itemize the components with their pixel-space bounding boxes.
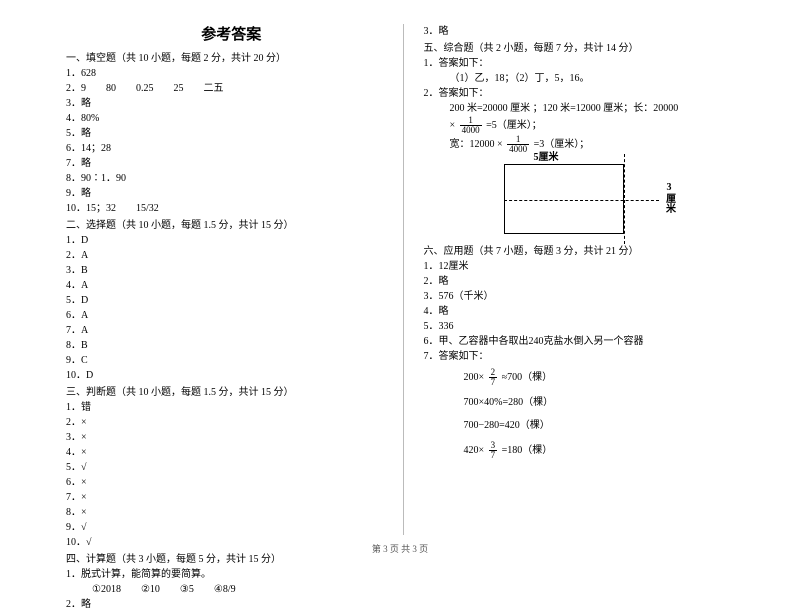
fraction-icon: 2 7 <box>489 368 498 387</box>
eq-text: × <box>450 120 456 131</box>
frac-den: 4000 <box>507 145 529 154</box>
s6-i4: 4．略 <box>424 304 755 319</box>
eq-text: =5（厘米）； <box>486 120 542 131</box>
s5-i2: 2．答案如下： <box>424 86 755 101</box>
doc-title: 参考答案 <box>66 24 397 47</box>
s5-i2a: 200 米=20000 厘米 ；120 米=12000 厘米；长：20000 <box>424 101 755 116</box>
dashed-vertical <box>624 154 625 244</box>
eq-text: =3（厘米）； <box>534 139 590 150</box>
page: 参考答案 一、填空题（共 10 小题，每题 2 分，共计 20 分） 1．628… <box>0 0 800 565</box>
s2-i6: 6．A <box>66 308 397 323</box>
eq-text: 200× <box>464 372 485 383</box>
s1-i7: 7．略 <box>66 156 397 171</box>
s3-i8: 8．× <box>66 505 397 520</box>
s1-i3: 3．略 <box>66 96 397 111</box>
s2-i9: 9．C <box>66 353 397 368</box>
s6-eq3: 700−280=420（棵） <box>424 418 755 433</box>
s5-eq2: 宽：12000 × 1 4000 =3（厘米）； <box>424 135 755 154</box>
s1-i6: 6．14；28 <box>66 141 397 156</box>
section-1-head: 一、填空题（共 10 小题，每题 2 分，共计 20 分） <box>66 51 397 66</box>
s3-i4: 4．× <box>66 445 397 460</box>
section-3-head: 三、判断题（共 10 小题，每题 1.5 分，共计 15 分） <box>66 385 397 400</box>
s4-i3: 3．略 <box>424 24 755 39</box>
section-6-head: 六、应用题（共 7 小题，每题 3 分，共计 21 分） <box>424 244 755 259</box>
fraction-icon: 1 4000 <box>507 135 529 154</box>
s1-i2: 2．9 80 0.25 25 二五 <box>66 81 397 96</box>
s4-i1b: ①2018 ②10 ③5 ④8/9 <box>66 582 397 597</box>
eq-text: 宽：12000 × <box>450 139 503 150</box>
s5-i1a: （1）乙，18；（2）丁，5，16。 <box>424 71 755 86</box>
eq-text: ≈700（棵） <box>502 372 553 383</box>
s5-eq1: × 1 4000 =5（厘米）； <box>424 116 755 135</box>
s6-i7: 7．答案如下： <box>424 349 755 364</box>
s6-i1: 1．12厘米 <box>424 259 755 274</box>
s1-i9: 9．略 <box>66 186 397 201</box>
s3-i9: 9．√ <box>66 520 397 535</box>
eq-text: =180（棵） <box>502 445 553 456</box>
s2-i3: 3．B <box>66 263 397 278</box>
s2-i7: 7．A <box>66 323 397 338</box>
s3-i7: 7．× <box>66 490 397 505</box>
s1-i10: 10．15；32 15/32 <box>66 201 397 216</box>
s2-i1: 1．D <box>66 233 397 248</box>
eq-text: 420× <box>464 445 485 456</box>
s3-i3: 3．× <box>66 430 397 445</box>
s2-i2: 2．A <box>66 248 397 263</box>
s2-i4: 4．A <box>66 278 397 293</box>
s2-i5: 5．D <box>66 293 397 308</box>
s1-i4: 4．80% <box>66 111 397 126</box>
right-column: 3．略 五、综合题（共 2 小题，每题 7 分，共计 14 分） 1．答案如下：… <box>403 24 761 535</box>
rect-shape <box>504 164 624 234</box>
s6-eq4: 420× 3 7 =180（棵） <box>424 441 755 460</box>
s4-i2: 2．略 <box>66 597 397 612</box>
s3-i6: 6．× <box>66 475 397 490</box>
frac-den: 7 <box>489 451 498 460</box>
section-5-head: 五、综合题（共 2 小题，每题 7 分，共计 14 分） <box>424 41 755 56</box>
s2-i10: 10．D <box>66 368 397 383</box>
left-column: 参考答案 一、填空题（共 10 小题，每题 2 分，共计 20 分） 1．628… <box>60 24 403 535</box>
section-2-head: 二、选择题（共 10 小题，每题 1.5 分，共计 15 分） <box>66 218 397 233</box>
frac-den: 7 <box>489 378 498 387</box>
s6-i5: 5．336 <box>424 319 755 334</box>
s2-i8: 8．B <box>66 338 397 353</box>
frac-den: 4000 <box>460 126 482 135</box>
s1-i8: 8．90∶1．90 <box>66 171 397 186</box>
page-footer: 第 3 页 共 3 页 <box>0 542 800 555</box>
s6-i3: 3．576（千米） <box>424 289 755 304</box>
rectangle-diagram: 5厘米 3厘米 <box>504 160 664 238</box>
s6-eq2: 700×40%=280（棵） <box>424 395 755 410</box>
s6-eq1: 200× 2 7 ≈700（棵） <box>424 368 755 387</box>
s3-i2: 2．× <box>66 415 397 430</box>
dashed-horizontal <box>504 200 659 201</box>
s3-i1: 1．错 <box>66 400 397 415</box>
s1-i1: 1．628 <box>66 66 397 81</box>
s6-i6: 6．甲、乙容器中各取出240克盐水倒入另一个容器 <box>424 334 755 349</box>
s3-i5: 5．√ <box>66 460 397 475</box>
rect-label-right: 3厘米 <box>664 182 674 213</box>
s1-i5: 5．略 <box>66 126 397 141</box>
rect-label-top: 5厘米 <box>534 150 559 165</box>
s5-i1: 1．答案如下： <box>424 56 755 71</box>
s6-i2: 2．略 <box>424 274 755 289</box>
fraction-icon: 1 4000 <box>460 116 482 135</box>
fraction-icon: 3 7 <box>489 441 498 460</box>
s4-i1: 1．脱式计算，能简算的要简算。 <box>66 567 397 582</box>
